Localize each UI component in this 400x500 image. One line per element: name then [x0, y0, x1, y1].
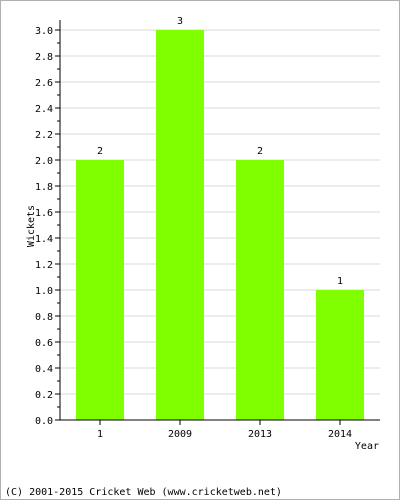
y-tick-label: 0.4 [35, 364, 53, 375]
bars [76, 30, 364, 420]
bar [316, 290, 364, 420]
x-axis-title: Year [355, 441, 379, 452]
y-tick-label: 2.0 [35, 156, 53, 167]
y-tick-label: 1.0 [35, 286, 53, 297]
data-labels: 2 3 2 1 [97, 16, 343, 287]
bar [236, 160, 284, 420]
x-tick-label: 2013 [248, 429, 272, 440]
x-tick-label: 2009 [168, 429, 192, 440]
y-tick-label: 2.6 [35, 78, 53, 89]
y-axis-ticks: 0.0 0.2 0.4 0.6 0.8 1.0 1.2 1.4 1.6 1.8 2.0 2.2 2.4 2… [35, 26, 60, 427]
y-tick-label: 0.0 [35, 416, 53, 427]
y-tick-label: 1.2 [35, 260, 53, 271]
bar-value-label: 2 [97, 146, 103, 157]
bar [76, 160, 124, 420]
y-axis-title: Wickets [26, 205, 37, 247]
x-axis-ticks: 1 2009 2013 2014 [97, 420, 352, 440]
y-tick-label: 1.8 [35, 182, 53, 193]
x-tick-label: 1 [97, 429, 103, 440]
bar-value-label: 3 [177, 16, 183, 27]
y-tick-label: 1.6 [35, 208, 53, 219]
y-tick-label: 2.4 [35, 104, 53, 115]
y-tick-label: 2.8 [35, 52, 53, 63]
y-tick-label: 1.4 [35, 234, 53, 245]
y-tick-label: 0.8 [35, 312, 53, 323]
copyright-footer: (C) 2001-2015 Cricket Web (www.cricketwe… [5, 487, 282, 498]
bar [156, 30, 204, 420]
bar-value-label: 2 [257, 146, 263, 157]
y-tick-label: 3.0 [35, 26, 53, 37]
y-tick-label: 0.2 [35, 390, 53, 401]
x-tick-label: 2014 [328, 429, 352, 440]
bar-value-label: 1 [337, 276, 343, 287]
y-tick-label: 2.2 [35, 130, 53, 141]
y-tick-label: 0.6 [35, 338, 53, 349]
axes [59, 20, 380, 421]
